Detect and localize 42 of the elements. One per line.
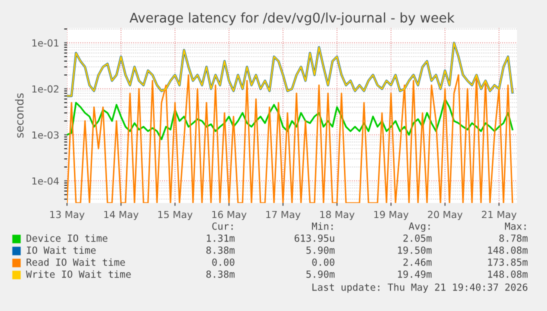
legend-label: Read IO Wait time bbox=[26, 258, 125, 266]
text: 5.90m bbox=[306, 270, 335, 278]
text: Cur: bbox=[212, 222, 233, 230]
chart-title: Average latency for /dev/vg0/lv-journal - by week bbox=[130, 12, 454, 26]
line-series bbox=[67, 74, 514, 203]
legend-label: Write IO Wait time bbox=[26, 270, 131, 278]
text: 8.38m bbox=[206, 246, 235, 254]
legend-label: Device IO time bbox=[26, 234, 108, 242]
x-tick-label: 17 May bbox=[266, 210, 300, 220]
x-tick-label: 20 May bbox=[428, 210, 462, 220]
text: 0.00 bbox=[212, 258, 234, 266]
text: 613.95u bbox=[294, 234, 334, 242]
text: 2.46m bbox=[403, 258, 432, 266]
line-series bbox=[67, 98, 514, 140]
x-tick-label: 13 May bbox=[50, 210, 84, 220]
x-tick-label: 15 May bbox=[158, 210, 192, 220]
text: Avg: bbox=[408, 222, 430, 232]
text: Min: bbox=[312, 222, 333, 230]
y-tick-label: 1e-04 bbox=[32, 177, 59, 185]
x-tick-label: 21 May bbox=[482, 210, 516, 220]
y-axis-title: seconds bbox=[15, 93, 24, 138]
text: 148.08m bbox=[488, 246, 528, 254]
y-tick-label: 1e-01 bbox=[32, 39, 58, 47]
x-tick-label: 18 May bbox=[320, 210, 354, 220]
text: Last update: Thu May 21 19:40:37 2026 bbox=[312, 283, 528, 293]
text: 5.90m bbox=[306, 246, 335, 254]
y-tick-label: 1e-02 bbox=[32, 85, 58, 93]
legend-label: IO Wait time bbox=[26, 246, 96, 254]
text: 8.38m bbox=[206, 270, 235, 278]
x-tick-label: 14 May bbox=[104, 210, 138, 220]
text: 1.31m bbox=[206, 234, 235, 242]
text: 19.49m bbox=[398, 270, 432, 278]
text: 19.50m bbox=[398, 246, 432, 254]
x-tick-label: 16 May bbox=[212, 210, 246, 220]
text: 173.85m bbox=[488, 258, 528, 266]
text: 0.00 bbox=[312, 258, 334, 266]
text: 148.08m bbox=[488, 270, 528, 278]
text: 2.05m bbox=[403, 234, 432, 242]
text: Max: bbox=[504, 222, 526, 230]
y-tick-label: 1e-03 bbox=[32, 131, 59, 139]
x-tick-label: 19 May bbox=[374, 210, 408, 220]
text: 8.78m bbox=[499, 234, 528, 242]
